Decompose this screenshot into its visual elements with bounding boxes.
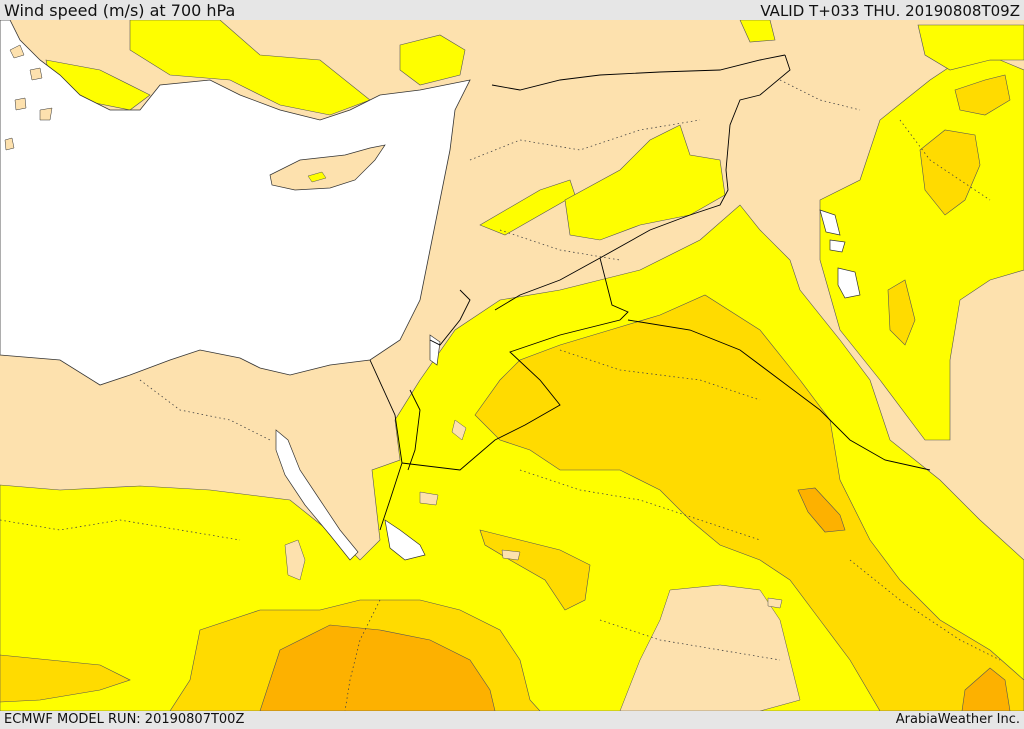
cyprus-island xyxy=(269,144,386,191)
region-boundaries xyxy=(0,79,1001,711)
valid-time: VALID T+033 THU. 20190808T09Z xyxy=(760,2,1020,20)
title-bar: Wind speed (m/s) at 700 hPa VALID T+033 … xyxy=(0,0,1024,20)
credit-label: ArabiaWeather Inc. xyxy=(895,712,1020,727)
wind-band-3 xyxy=(259,487,1011,711)
mediterranean-sea xyxy=(0,20,471,386)
cyprus-wind-patch xyxy=(307,171,327,183)
footer-bar: ECMWF MODEL RUN: 20190807T00Z ArabiaWeat… xyxy=(0,711,1024,729)
aegean-islands xyxy=(4,44,53,151)
model-run-label: ECMWF MODEL RUN: 20190807T00Z xyxy=(4,712,245,727)
red-sea xyxy=(275,209,861,561)
country-borders xyxy=(369,54,931,531)
map-title: Wind speed (m/s) at 700 hPa xyxy=(4,1,236,20)
weather-map xyxy=(0,20,1024,711)
